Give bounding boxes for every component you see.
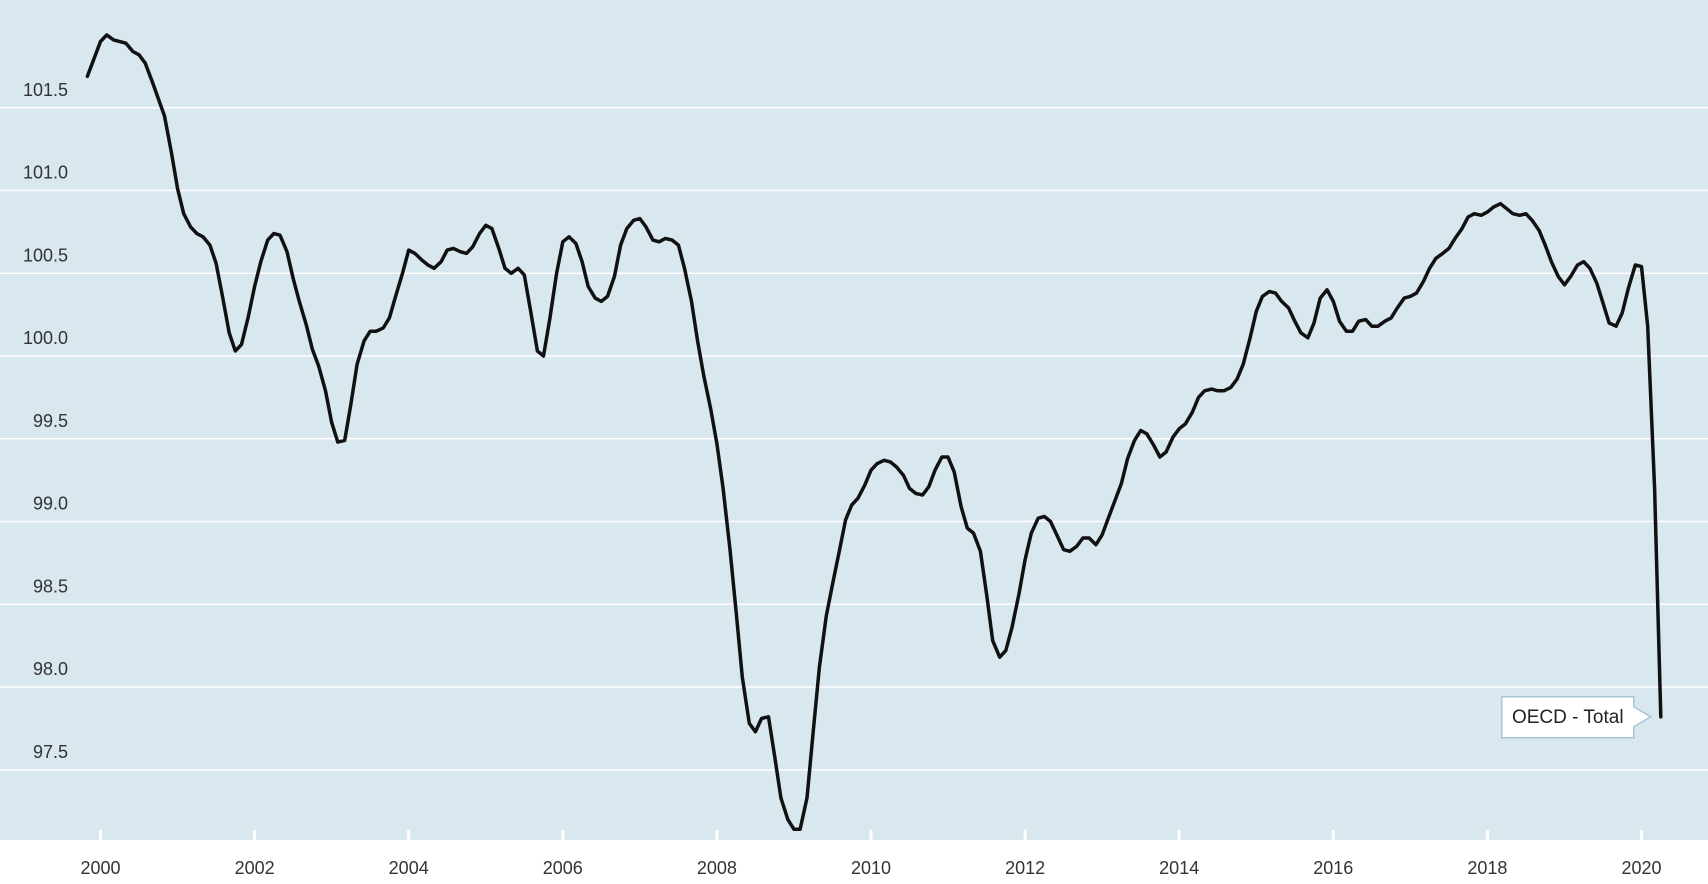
y-tick-label: 99.5	[33, 411, 68, 431]
x-tick-label: 2018	[1467, 858, 1507, 878]
y-tick-label: 101.0	[23, 163, 68, 183]
y-tick-label: 98.5	[33, 576, 68, 596]
series-end-label: OECD - Total	[1501, 696, 1653, 739]
x-tick-label: 2004	[389, 858, 429, 878]
x-tick-label: 2010	[851, 858, 891, 878]
y-tick-label: 97.5	[33, 742, 68, 762]
y-tick-label: 98.0	[33, 659, 68, 679]
x-tick-label: 2008	[697, 858, 737, 878]
y-tick-label: 99.0	[33, 494, 68, 514]
x-axis: 2000 2002 2004 2006 2008 2010 2012 2014 2016 2018…	[80, 830, 1662, 878]
x-tick-label: 2014	[1159, 858, 1199, 878]
plot-background	[0, 0, 1708, 840]
series-label-box	[1501, 696, 1653, 739]
x-tick-label: 2006	[543, 858, 583, 878]
y-tick-label: 100.5	[23, 245, 68, 265]
x-tick-label: 2016	[1313, 858, 1353, 878]
x-tick-label: 2002	[235, 858, 275, 878]
y-tick-label: 101.5	[23, 80, 68, 100]
y-tick-label: 100.0	[23, 328, 68, 348]
gridlines	[0, 106, 1708, 771]
series-line-oecd-total	[85, 33, 1663, 832]
x-tick-label: 2020	[1621, 858, 1661, 878]
y-axis-tick-labels: 97.5 98.0 98.5 99.0 99.5 100.0 100.5 101.0 101.5	[23, 80, 68, 762]
x-tick-label: 2000	[80, 858, 120, 878]
series-label-text: OECD - Total	[1512, 707, 1624, 728]
x-tick-label: 2012	[1005, 858, 1045, 878]
